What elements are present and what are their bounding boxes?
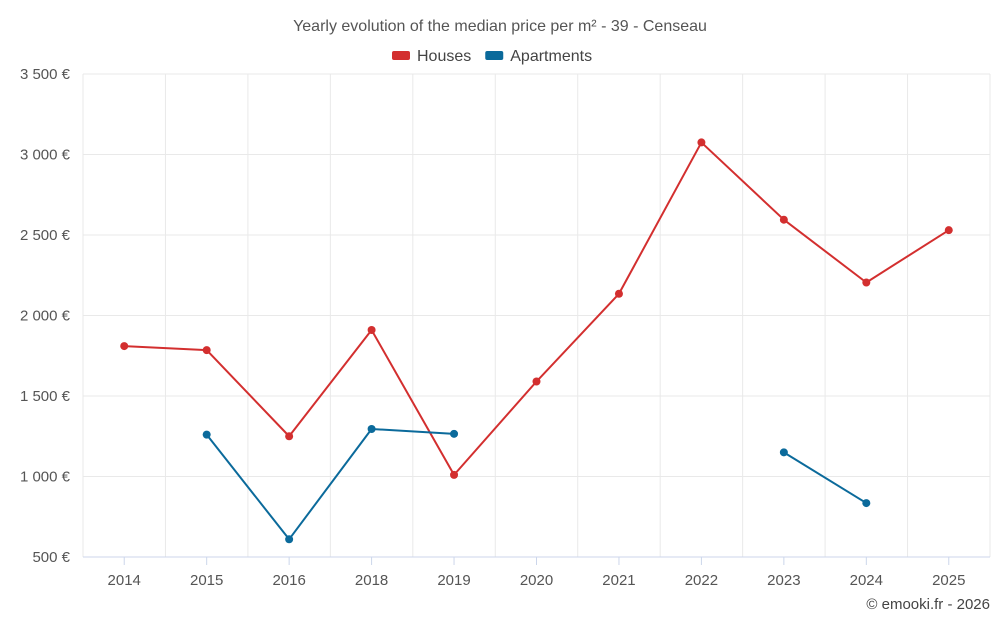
- x-tick-label: 2023: [767, 572, 800, 589]
- y-tick-label: 3 500 €: [20, 66, 71, 83]
- x-tick-label: 2021: [602, 572, 635, 589]
- legend[interactable]: Houses Apartments: [392, 48, 592, 65]
- series-group: [120, 138, 953, 544]
- y-tick-label: 500 €: [32, 549, 70, 566]
- x-tick-label: 2018: [355, 572, 388, 589]
- x-tick-label: 2024: [850, 572, 883, 589]
- data-point-apartments[interactable]: [862, 499, 871, 508]
- data-point-apartments[interactable]: [202, 430, 211, 439]
- credit-text: © emooki.fr - 2026: [866, 596, 990, 613]
- x-tick-label: 2016: [272, 572, 305, 589]
- x-tick-label: 2019: [437, 572, 470, 589]
- data-point-houses[interactable]: [367, 325, 376, 334]
- y-tick-label: 3 000 €: [20, 147, 71, 164]
- y-tick-label: 1 500 €: [20, 388, 71, 405]
- data-point-houses[interactable]: [120, 342, 129, 351]
- data-point-houses[interactable]: [614, 289, 623, 298]
- data-point-houses[interactable]: [450, 470, 459, 479]
- y-axis: 500 € 1 000 € 1 500 € 2 000 € 2 500 € 3 000 €…: [20, 66, 71, 566]
- data-point-houses[interactable]: [202, 346, 211, 355]
- data-point-houses[interactable]: [862, 278, 871, 287]
- x-tick-label: 2022: [685, 572, 718, 589]
- y-tick-label: 2 500 €: [20, 227, 71, 244]
- series-line-apartments: [783, 451, 867, 504]
- chart-title: Yearly evolution of the median price per…: [293, 18, 707, 35]
- data-point-apartments[interactable]: [450, 429, 459, 438]
- data-point-apartments[interactable]: [367, 425, 376, 434]
- data-point-apartments[interactable]: [285, 535, 294, 544]
- y-tick-label: 1 000 €: [20, 469, 71, 486]
- legend-item-houses[interactable]: Houses: [392, 48, 471, 65]
- x-axis: 2014 2015 2016 2018 2019 2020 2021 2022 2023 2024…: [83, 556, 990, 589]
- legend-label: Houses: [417, 48, 471, 65]
- series-line-apartments: [205, 428, 455, 541]
- data-point-houses[interactable]: [944, 226, 953, 235]
- legend-swatch: [392, 51, 410, 60]
- data-point-houses[interactable]: [532, 377, 541, 386]
- legend-label: Apartments: [510, 48, 592, 65]
- data-point-houses[interactable]: [697, 138, 706, 147]
- x-tick-label: 2014: [108, 572, 141, 589]
- data-point-apartments[interactable]: [779, 448, 788, 457]
- data-point-houses[interactable]: [779, 215, 788, 224]
- y-tick-label: 2 000 €: [20, 308, 71, 325]
- grid-lines: [82, 73, 991, 558]
- x-tick-label: 2025: [932, 572, 965, 589]
- data-point-houses[interactable]: [285, 432, 294, 441]
- x-tick-label: 2015: [190, 572, 223, 589]
- legend-swatch: [485, 51, 504, 60]
- x-tick-label: 2020: [520, 572, 553, 589]
- legend-item-apartments[interactable]: Apartments: [485, 48, 592, 65]
